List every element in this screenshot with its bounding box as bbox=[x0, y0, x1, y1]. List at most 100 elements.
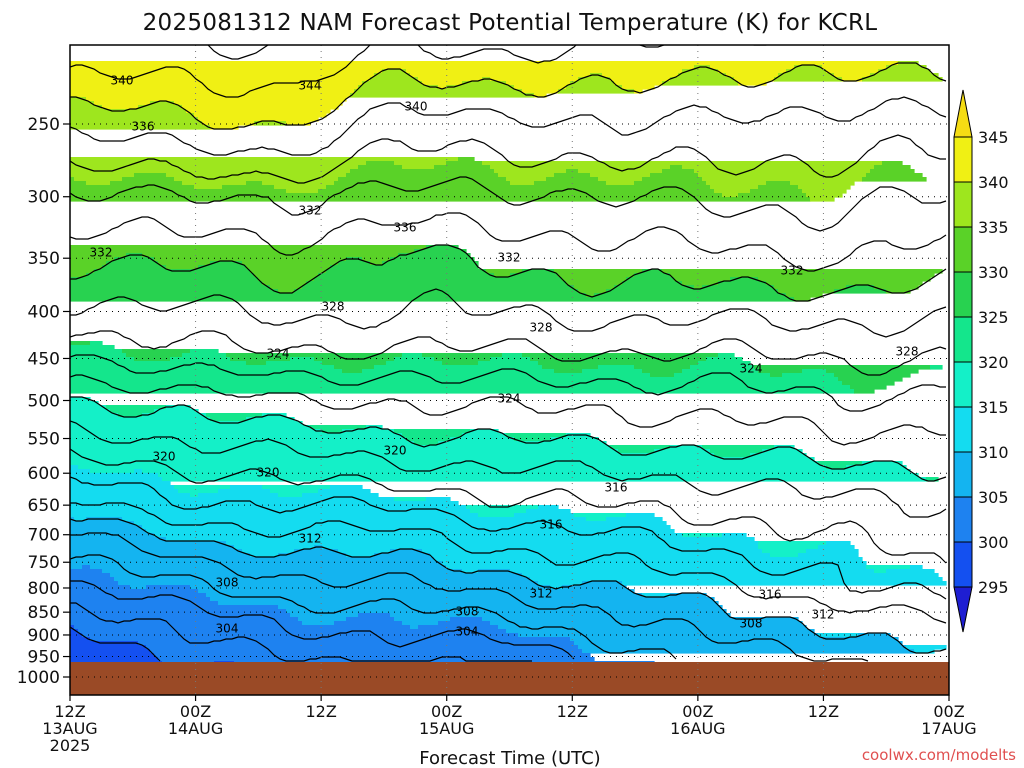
x-tick-label: 16AUG bbox=[670, 719, 725, 738]
contour-label: 320 bbox=[257, 466, 280, 480]
contour-label: 320 bbox=[384, 444, 407, 458]
grid-lines bbox=[70, 45, 949, 695]
contour-label: 316 bbox=[540, 518, 563, 532]
y-tick-label: 400 bbox=[28, 302, 60, 322]
colorbar-label: 330 bbox=[978, 263, 1009, 282]
contour-label: 336 bbox=[394, 221, 417, 235]
contour-label: 312 bbox=[299, 532, 322, 546]
contour-label: 332 bbox=[498, 251, 521, 265]
chart-title: 2025081312 NAM Forecast Potential Temper… bbox=[143, 10, 878, 36]
x-tick-label: 15AUG bbox=[419, 719, 474, 738]
contour-line-322 bbox=[70, 374, 946, 446]
y-tick-label: 300 bbox=[28, 188, 60, 208]
contour-label: 328 bbox=[322, 300, 345, 314]
colorbar-swatch bbox=[953, 496, 973, 543]
x-tick-label: 13AUG bbox=[42, 719, 97, 738]
colorbar-swatch bbox=[953, 541, 973, 588]
colorbar-top-arrow bbox=[953, 89, 973, 138]
colorbar-label: 300 bbox=[978, 533, 1009, 552]
y-tick-label: 800 bbox=[28, 579, 60, 599]
y-tick-label: 850 bbox=[28, 603, 60, 623]
colorbar: 295 300 305 310 315 320 325 330 335 340 345 bbox=[953, 89, 1009, 633]
colorbar-label: 325 bbox=[978, 308, 1009, 327]
colorbar-label: 310 bbox=[978, 443, 1009, 462]
contour-line-336 bbox=[70, 134, 946, 184]
terrain-ground bbox=[70, 662, 949, 695]
contour-line-340 bbox=[70, 62, 947, 130]
contour-line-332 bbox=[70, 212, 947, 272]
y-tick-label: 1000 bbox=[17, 668, 60, 688]
contour-label: 316 bbox=[605, 481, 628, 495]
contour-line-312 bbox=[70, 502, 947, 624]
contour-line-324 bbox=[70, 354, 946, 412]
contour-label: 324 bbox=[498, 392, 521, 406]
contour-label: 308 bbox=[740, 617, 763, 631]
contour-line-304 bbox=[70, 580, 575, 660]
y-tick-label: 350 bbox=[28, 249, 60, 269]
contour-line-334 bbox=[70, 176, 947, 232]
x-tick-label: 12Z bbox=[808, 702, 839, 721]
contour-label: 324 bbox=[267, 347, 290, 361]
contour-label: 304 bbox=[216, 622, 239, 636]
color-fill-layer bbox=[70, 61, 947, 695]
contour-label: 332 bbox=[299, 204, 322, 218]
x-tick-label: 2025 bbox=[50, 736, 91, 755]
colorbar-label: 315 bbox=[978, 398, 1009, 417]
colorbar-swatch bbox=[953, 361, 973, 408]
x-tick-label: 17AUG bbox=[921, 719, 976, 738]
y-tick-label: 500 bbox=[28, 392, 60, 412]
x-tick-label: 00Z bbox=[431, 702, 462, 721]
colorbar-bottom-arrow bbox=[953, 586, 973, 633]
colorbar-swatch bbox=[953, 226, 973, 273]
contour-label: 332 bbox=[90, 246, 113, 260]
contour-line-310 bbox=[70, 518, 947, 654]
y-axis: 250 300 350 400 450 500 550 600 650 700 750 800 850 9… bbox=[17, 115, 70, 688]
colorbar-swatch bbox=[953, 181, 973, 228]
contour-label: 332 bbox=[781, 264, 804, 278]
plot-area: 340 344 340 336 332 336 332 332 332 328 328 324 328 3… bbox=[70, 45, 949, 695]
colorbar-swatch bbox=[953, 451, 973, 498]
contour-line-326 bbox=[70, 330, 947, 376]
x-tick-label: 14AUG bbox=[168, 719, 223, 738]
contour-line-314 bbox=[70, 476, 947, 600]
colorbar-label: 345 bbox=[978, 128, 1009, 147]
y-tick-label: 650 bbox=[28, 496, 60, 516]
contour-label: 324 bbox=[740, 362, 763, 376]
y-tick-label: 700 bbox=[28, 526, 60, 546]
contour-line-316 bbox=[70, 448, 947, 564]
contour-line-308 bbox=[70, 532, 869, 662]
contour-label: 328 bbox=[530, 321, 553, 335]
x-tick-label: 00Z bbox=[180, 702, 211, 721]
contour-label: 340 bbox=[405, 100, 428, 114]
x-tick-label: 12Z bbox=[557, 702, 588, 721]
contour-line-302 bbox=[70, 602, 532, 662]
colorbar-label: 305 bbox=[978, 488, 1009, 507]
y-tick-label: 600 bbox=[28, 464, 60, 484]
contour-line-328 bbox=[70, 288, 947, 338]
contour-label: 320 bbox=[153, 450, 176, 464]
y-tick-label: 450 bbox=[28, 349, 60, 369]
y-tick-label: 750 bbox=[28, 553, 60, 573]
colorbar-swatch bbox=[953, 406, 973, 453]
colorbar-swatch bbox=[953, 271, 973, 318]
contour-label: 304 bbox=[456, 625, 479, 639]
x-tick-label: 00Z bbox=[682, 702, 713, 721]
contour-label: 316 bbox=[759, 588, 782, 602]
contour-line-330 bbox=[70, 244, 947, 302]
y-tick-label: 250 bbox=[28, 115, 60, 135]
watermark-text: coolwx.com/modelts bbox=[862, 746, 1016, 764]
contour-line-306 bbox=[70, 554, 677, 660]
x-axis-label: Forecast Time (UTC) bbox=[419, 748, 600, 768]
plot-frame bbox=[69, 44, 950, 696]
contour-labels: 340 344 340 336 332 336 332 332 332 328 328 324 328 3… bbox=[90, 74, 919, 639]
y-tick-label: 550 bbox=[28, 430, 60, 450]
colorbar-label: 340 bbox=[978, 173, 1009, 192]
contour-lines bbox=[70, 45, 947, 662]
contour-label: 344 bbox=[299, 79, 322, 93]
contour-label: 328 bbox=[896, 345, 919, 359]
contour-label: 336 bbox=[132, 120, 155, 134]
contour-line-338 bbox=[70, 96, 947, 156]
contour-label: 340 bbox=[111, 74, 134, 88]
